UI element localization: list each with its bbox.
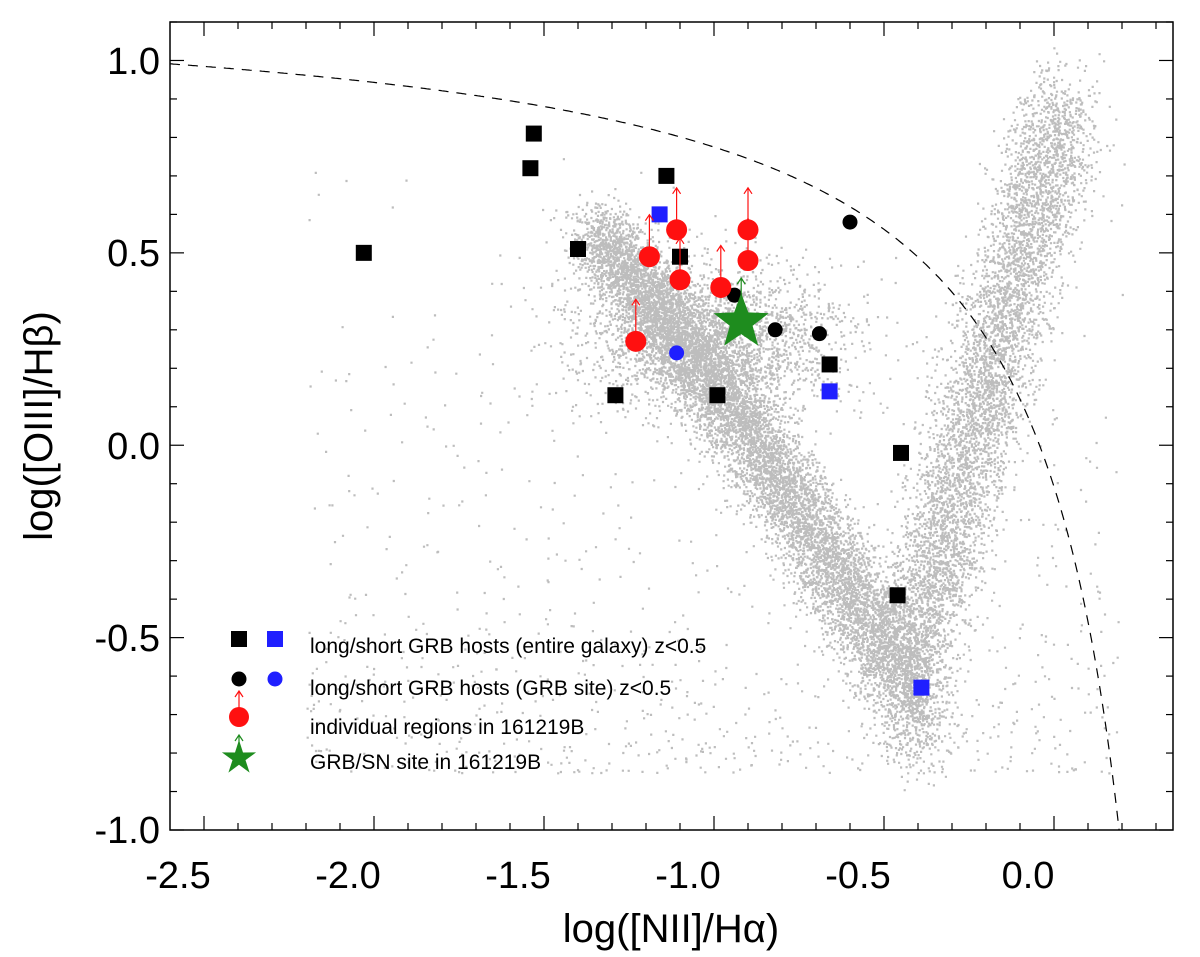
- lower-limit-arrowhead: [644, 213, 654, 222]
- legend-marker-star-green: [221, 740, 257, 773]
- x-tick-labels: -2.5 -2.0 -1.5 -1.0 -0.5 0.0: [145, 855, 1054, 897]
- x-tick-label: 0.0: [1002, 855, 1055, 897]
- y-tick-label: -1.0: [95, 810, 160, 852]
- axis-ticks: [170, 21, 1173, 831]
- lower-limit-arrowhead: [743, 217, 753, 225]
- y-tick-labels: -1.0 -0.5 0.0 0.5 1.0: [95, 41, 160, 852]
- legend-label: individual regions in 161219B: [310, 716, 584, 739]
- legend-label: long/short GRB hosts (GRB site) z<0.5: [310, 677, 671, 700]
- data-point-square: [651, 206, 668, 223]
- data-point-red-region: [710, 276, 732, 298]
- data-point-circle: [842, 214, 858, 230]
- data-point-square: [522, 160, 539, 177]
- x-tick-label: -2.0: [315, 855, 380, 897]
- y-tick-label: -0.5: [95, 618, 160, 660]
- data-point-circle: [767, 322, 783, 338]
- lower-limit-arrowhead: [672, 186, 682, 195]
- y-tick-label: 0.0: [107, 426, 160, 468]
- x-tick-label: -1.0: [655, 855, 720, 897]
- kewley-curve: [170, 63, 1120, 830]
- legend-marker-circle-black: [231, 671, 247, 687]
- data-point-square: [570, 241, 586, 258]
- plot-frame: [169, 21, 1174, 831]
- data-point-circle: [669, 345, 685, 361]
- legend-label: GRB/SN site in 161219B: [310, 751, 541, 774]
- data-point-red-region: [669, 269, 691, 291]
- data-point-circle: [811, 326, 827, 342]
- legend-marker-circle-blue: [267, 671, 283, 687]
- kewley-demarcation-line: [170, 63, 1120, 830]
- x-tick-label: -1.5: [485, 855, 550, 897]
- legend-marker-square-black: [231, 631, 247, 647]
- data-point-square: [821, 356, 838, 373]
- lower-limit-arrowhead: [743, 186, 753, 195]
- legend-lower-limit-arrowhead: [234, 689, 244, 698]
- y-tick-label: 1.0: [107, 41, 160, 83]
- x-tick-label: -0.5: [825, 855, 890, 897]
- data-point-red-region: [638, 246, 660, 268]
- data-point-star: [713, 293, 769, 346]
- data-point-square: [893, 444, 909, 461]
- x-tick-label: -2.5: [145, 855, 210, 897]
- data-point-red-region: [625, 330, 647, 352]
- data-point-square: [525, 125, 542, 142]
- legend-lower-limit-arrowhead: [234, 733, 244, 742]
- data-point-square: [913, 679, 930, 696]
- data-point-square: [889, 587, 906, 604]
- x-axis-title: log([NII]/Hα): [563, 907, 779, 951]
- legend-marker-square-blue: [267, 631, 283, 647]
- y-tick-label: 0.5: [107, 233, 160, 275]
- lower-limit-arrowhead: [631, 298, 641, 306]
- sdss-cloud-points: [306, 47, 1126, 792]
- lower-limit-arrowhead: [716, 244, 726, 252]
- legend: long/short GRB hosts (entire galaxy) z<0…: [221, 631, 706, 774]
- legend-label: long/short GRB hosts (entire galaxy) z<0…: [310, 635, 706, 658]
- legend-marker-circle-red: [229, 707, 249, 727]
- data-point-square: [821, 383, 838, 400]
- data-point-red-region: [666, 219, 688, 241]
- sdss-galaxy-cloud: [306, 47, 1126, 792]
- data-points: [355, 125, 930, 696]
- data-point-square: [355, 244, 372, 261]
- lower-limit-arrowhead: [675, 236, 685, 245]
- data-point-circle: [726, 287, 742, 303]
- y-axis-title: log([OIII]/Hβ): [17, 311, 61, 541]
- data-point-square: [658, 167, 675, 184]
- data-point-square: [709, 387, 726, 404]
- data-point-square: [607, 387, 624, 404]
- data-point-red-region: [737, 250, 759, 272]
- lower-limit-arrowhead: [736, 277, 746, 285]
